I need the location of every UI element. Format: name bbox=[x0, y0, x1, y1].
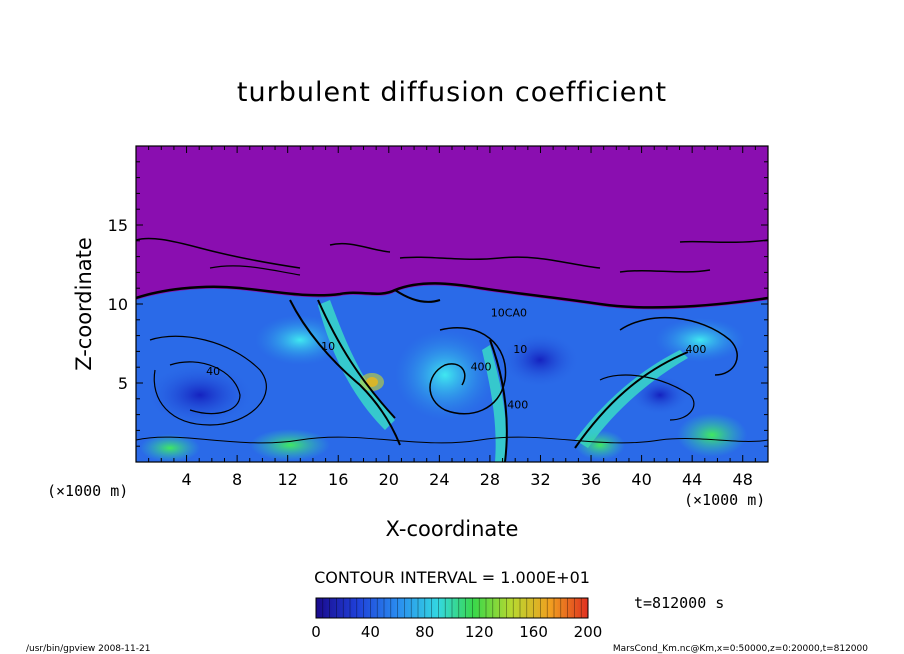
contour-line bbox=[136, 282, 768, 309]
x-unit-left: (×1000 m) bbox=[47, 482, 128, 500]
chart-title: turbulent diffusion coefficient bbox=[237, 77, 667, 108]
contour-lines bbox=[136, 237, 768, 462]
x-tick-label: 12 bbox=[278, 470, 298, 489]
contour-line bbox=[429, 327, 507, 415]
contour-line bbox=[209, 265, 301, 276]
colorbar-frame bbox=[315, 597, 589, 619]
x-tick-label: 48 bbox=[733, 470, 753, 489]
contour-line bbox=[574, 351, 689, 449]
footer-left: /usr/bin/gpview 2008-11-21 bbox=[26, 644, 150, 654]
y-tick-label: 15 bbox=[108, 216, 128, 235]
time-label: t=812000 s bbox=[634, 594, 724, 612]
colorbar-tick-label: 80 bbox=[415, 623, 434, 641]
x-tick-label: 44 bbox=[682, 470, 702, 489]
cyan-swirl bbox=[255, 315, 345, 365]
contour-interval-label: CONTOUR INTERVAL = 1.000E+01 bbox=[314, 568, 590, 587]
green-patch bbox=[140, 434, 200, 462]
colorbar-tick-label: 0 bbox=[311, 623, 321, 641]
colorbar-tick-label: 120 bbox=[465, 623, 494, 641]
x-axis-label: X-coordinate bbox=[386, 517, 519, 541]
contour-line bbox=[136, 436, 768, 444]
green-patch bbox=[677, 413, 747, 457]
contour-line bbox=[619, 316, 738, 376]
x-unit-right: (×1000 m) bbox=[684, 491, 765, 509]
contour-label: 40 bbox=[206, 365, 220, 378]
colorbar-contour-marks bbox=[315, 598, 589, 618]
contour-line bbox=[289, 299, 401, 446]
contour-line bbox=[399, 256, 601, 269]
contour-label: 10 bbox=[321, 340, 335, 353]
colorbar-tick-label: 200 bbox=[574, 623, 603, 641]
x-tick-label: 28 bbox=[480, 470, 500, 489]
cyan-band bbox=[482, 345, 507, 462]
contour-line bbox=[394, 289, 441, 303]
y-axis-label: Z-coordinate bbox=[72, 237, 96, 371]
green-patch bbox=[250, 429, 330, 461]
x-tick-label: 24 bbox=[429, 470, 449, 489]
colorbar-tick-label: 40 bbox=[361, 623, 380, 641]
x-tick-label: 32 bbox=[530, 470, 550, 489]
contour-line bbox=[619, 269, 711, 273]
footer-right: MarsCond_Km.nc@Km,x=0:50000,z=0:20000,t=… bbox=[613, 644, 868, 654]
colorbar-tick-label: 160 bbox=[519, 623, 548, 641]
green-patch bbox=[575, 430, 625, 460]
contour-line bbox=[679, 239, 768, 244]
contour-line bbox=[329, 242, 391, 253]
plot-area: 10 40 400 10 400 10CA0 400 bbox=[136, 146, 768, 462]
y-axis: 5 10 15 bbox=[108, 161, 768, 447]
colorbar-ticks: 0 40 80 120 160 200 bbox=[311, 623, 602, 641]
x-tick-label: 8 bbox=[232, 470, 242, 489]
x-tick-label: 16 bbox=[328, 470, 348, 489]
contour-line bbox=[317, 299, 396, 419]
colorbar: 0 40 80 120 160 200 bbox=[311, 597, 602, 641]
contour-label: 400 bbox=[507, 398, 528, 411]
dark-core bbox=[500, 332, 580, 388]
contour-label: 10 bbox=[513, 343, 527, 356]
x-tick-label: 20 bbox=[379, 470, 399, 489]
contour-line bbox=[149, 335, 267, 426]
y-tick-label: 5 bbox=[118, 374, 128, 393]
contour-label: 400 bbox=[471, 360, 492, 373]
contour-line bbox=[169, 361, 241, 415]
x-tick-label: 40 bbox=[631, 470, 651, 489]
x-axis: 4 8 12 16 20 24 28 32 36 40 44 48 bbox=[148, 146, 756, 489]
cyan-swirl bbox=[395, 330, 495, 420]
contour-line bbox=[489, 339, 508, 462]
contour-label: 10CA0 bbox=[491, 307, 527, 320]
contour-line bbox=[136, 237, 301, 269]
y-tick-label: 10 bbox=[108, 295, 128, 314]
cyan-swirl bbox=[655, 318, 745, 362]
cyan-band bbox=[318, 300, 395, 430]
yellow-halo bbox=[360, 373, 384, 391]
x-tick-label: 4 bbox=[181, 470, 191, 489]
contour-line bbox=[599, 374, 695, 421]
cyan-band bbox=[575, 350, 688, 448]
dark-core bbox=[145, 363, 255, 427]
x-tick-label: 36 bbox=[581, 470, 601, 489]
contour-label: 400 bbox=[685, 343, 706, 356]
contour-labels: 10 40 400 10 400 10CA0 400 bbox=[206, 307, 706, 412]
